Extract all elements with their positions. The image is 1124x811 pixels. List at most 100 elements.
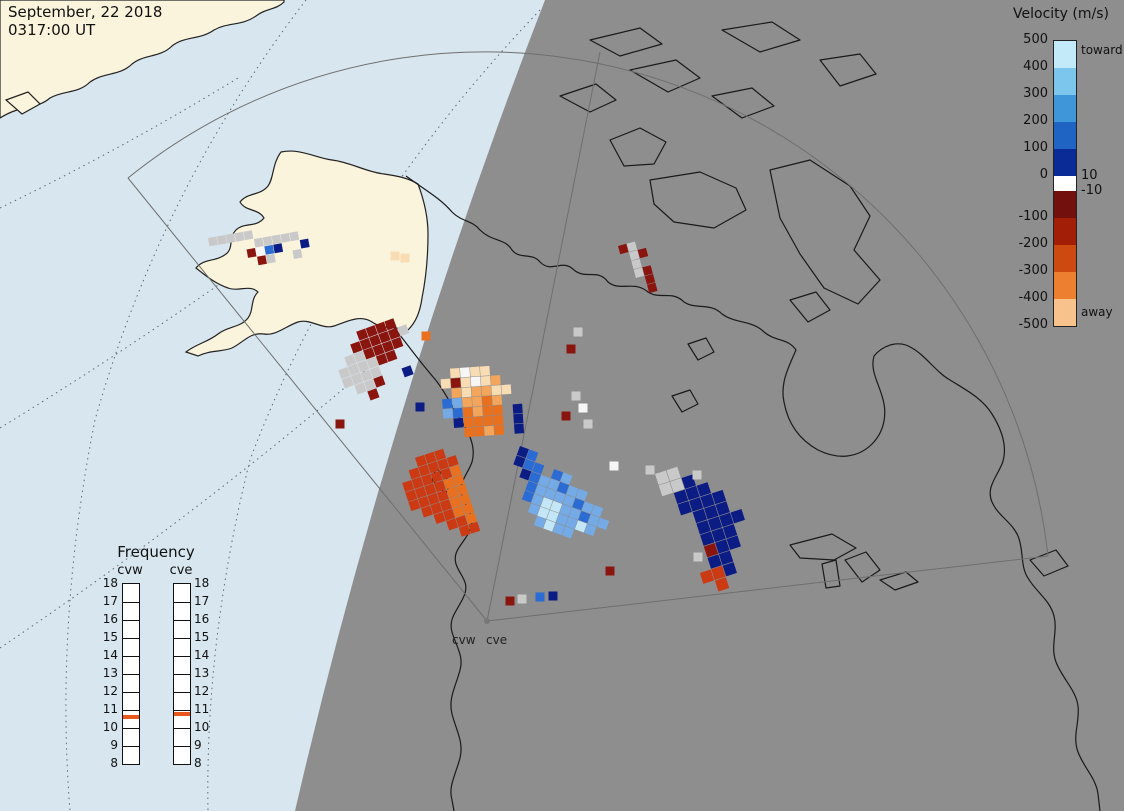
colorbar-segment — [1054, 218, 1076, 245]
velocity-cell — [629, 250, 640, 261]
velocity-cell — [439, 499, 452, 512]
victoria-island — [649, 171, 747, 229]
velocity-cell — [366, 356, 379, 369]
velocity-cell — [473, 416, 484, 427]
velocity-cell — [561, 411, 571, 421]
velocity-cell — [385, 349, 398, 363]
colorbar-segment — [1054, 299, 1076, 326]
arctic-island-2 — [629, 59, 701, 93]
baffin-island — [769, 159, 881, 305]
velocity-cell — [587, 514, 600, 527]
velocity-cell — [562, 526, 575, 539]
frequency-column-label-cvw: cvw — [117, 563, 143, 578]
velocity-cell — [655, 470, 670, 485]
velocity-cell — [532, 462, 545, 475]
velocity-cell — [400, 253, 410, 263]
velocity-cell — [420, 505, 433, 518]
velocity-cell — [265, 253, 276, 264]
velocity-cell — [243, 230, 254, 241]
colorbar-tick-label: -200 — [1018, 236, 1048, 251]
velocity-cell — [234, 231, 245, 242]
velocity-cell — [433, 480, 446, 493]
velocity-cell — [468, 521, 481, 534]
colorbar-segment — [1054, 272, 1076, 299]
velocity-cluster-blue-toward-cluster — [513, 446, 610, 539]
velocity-cell — [505, 596, 515, 606]
frequency-tick-label-right: 10 — [194, 720, 210, 734]
velocity-cell — [369, 334, 382, 347]
velocity-cell — [522, 458, 535, 471]
velocity-cell — [452, 407, 463, 418]
velocity-cell — [341, 376, 354, 389]
velocity-cell — [446, 486, 459, 499]
velocity-cell — [483, 415, 494, 426]
frequency-tickline — [123, 728, 139, 729]
velocity-cell — [390, 251, 400, 261]
velocity-cell — [547, 478, 560, 491]
velocity-cell — [353, 350, 366, 363]
velocity-cell — [421, 473, 434, 486]
velocity-cell — [462, 407, 473, 418]
velocity-cell — [726, 535, 741, 550]
velocity-cell — [458, 524, 471, 537]
arctic-island-4 — [589, 27, 663, 57]
velocity-cell — [216, 234, 227, 245]
velocity-cell — [566, 344, 576, 354]
alaska-landmass — [184, 150, 429, 357]
velocity-cell — [434, 448, 447, 461]
velocity-cell — [469, 366, 481, 377]
velocity-cell — [544, 487, 557, 501]
frequency-marker-cvw — [123, 715, 139, 720]
frequency-tickline — [174, 710, 190, 711]
velocity-cell — [581, 501, 594, 514]
frequency-bar-cve — [173, 583, 191, 765]
velocity-cell — [560, 472, 573, 485]
velocity-cell — [493, 415, 504, 426]
arctic-island-6 — [819, 53, 877, 87]
velocity-cell — [430, 470, 443, 483]
velocity-cell — [430, 502, 443, 515]
velocity-cell — [711, 565, 726, 581]
datetime-block: September, 22 2018 0317:00 UT — [8, 3, 162, 39]
frequency-tickline — [174, 728, 190, 729]
frequency-tickline — [174, 692, 190, 693]
velocity-cell — [718, 550, 734, 566]
velocity-cell — [421, 331, 431, 341]
frequency-tick-label-left: 12 — [102, 684, 118, 698]
velocity-cell — [273, 243, 284, 254]
frequency-tick-label-left: 8 — [110, 756, 118, 770]
velocity-cell — [631, 258, 642, 270]
velocity-cell — [562, 494, 576, 507]
frequency-tick-label-left: 15 — [102, 630, 118, 644]
colorbar-segment — [1054, 68, 1076, 95]
velocity-cluster-red-away-cluster — [402, 448, 481, 537]
velocity-cell — [566, 485, 579, 498]
velocity-cell — [513, 413, 524, 424]
great-slave-lake — [671, 389, 699, 413]
velocity-cell — [699, 569, 715, 584]
velocity-cell — [440, 378, 451, 389]
velocity-cell — [637, 247, 649, 259]
radar-site-label-cve: cve — [486, 633, 508, 647]
colorbar-segment — [1054, 245, 1076, 272]
velocity-cell — [722, 524, 738, 539]
velocity-cell — [338, 366, 351, 380]
velocity-cell — [280, 232, 291, 243]
velocity-cell — [543, 519, 556, 532]
velocity-cell — [700, 493, 715, 508]
velocity-cell — [578, 403, 588, 413]
lake-superior — [789, 533, 857, 561]
velocity-cell — [573, 327, 583, 337]
velocity-cluster-yukon-maroon-cluster — [338, 318, 414, 401]
frequency-tickline — [123, 692, 139, 693]
velocity-cell — [533, 516, 546, 529]
velocity-cell — [442, 408, 453, 419]
velocity-cell — [681, 474, 696, 489]
velocity-cell — [443, 477, 456, 490]
southampton-island — [789, 291, 831, 323]
velocity-cell — [436, 489, 449, 502]
radar-site-label-cvw: cvw — [452, 633, 476, 647]
velocity-cell — [556, 513, 569, 526]
velocity-cell — [480, 375, 491, 386]
arctic-island-3 — [711, 87, 775, 119]
